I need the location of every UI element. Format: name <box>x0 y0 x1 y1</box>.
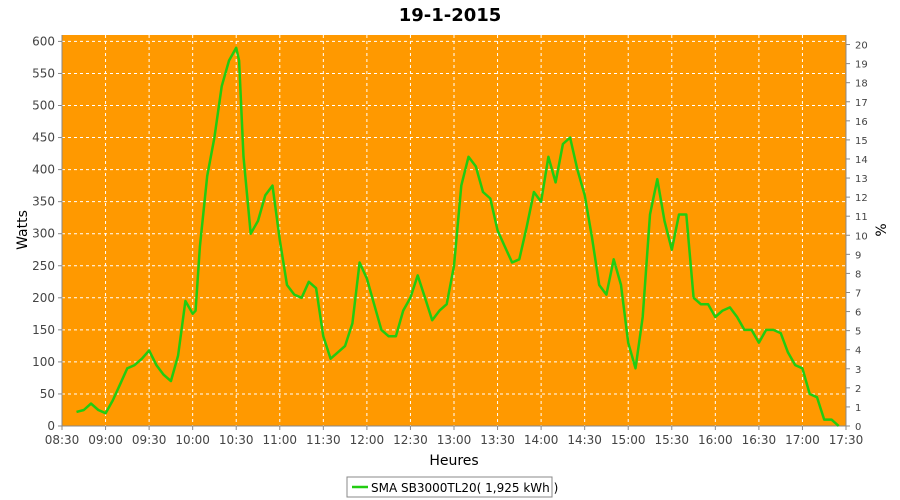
y2-tick-label: 17 <box>855 98 868 109</box>
y2-tick-label: 20 <box>855 41 868 52</box>
x-tick-label: 10:30 <box>219 433 254 447</box>
x-tick-label: 13:30 <box>480 433 515 447</box>
x-tick-label: 09:30 <box>132 433 167 447</box>
y2-tick-label: 11 <box>855 212 868 223</box>
y2-tick-label: 14 <box>855 155 868 166</box>
y2-axis-label: % <box>874 223 890 236</box>
y2-tick-label: 3 <box>855 365 861 376</box>
x-axis-label: Heures <box>429 453 478 469</box>
y-tick-label: 300 <box>32 227 55 241</box>
y-tick-label: 150 <box>32 323 55 337</box>
x-tick-label: 08:30 <box>45 433 80 447</box>
y2-tick-label: 13 <box>855 174 868 185</box>
y2-tick-label: 18 <box>855 79 868 90</box>
y2-tick-label: 8 <box>855 269 861 280</box>
y-tick-label: 250 <box>32 259 55 273</box>
y-tick-label: 550 <box>32 66 55 80</box>
x-tick-label: 11:30 <box>306 433 341 447</box>
y-axis: 0 50 100 150 200 250 300 350 400 450 500 550 600 <box>32 34 62 433</box>
y-tick-label: 0 <box>47 419 55 433</box>
y2-tick-label: 2 <box>855 384 861 395</box>
x-tick-label: 12:30 <box>393 433 428 447</box>
x-tick-label: 13:00 <box>437 433 472 447</box>
y-axis-label: Watts <box>15 210 31 250</box>
y2-tick-label: 1 <box>855 403 861 414</box>
y-tick-label: 200 <box>32 291 55 305</box>
y2-tick-label: 5 <box>855 327 861 338</box>
y2-tick-label: 0 <box>855 422 861 433</box>
x-tick-label: 14:00 <box>524 433 559 447</box>
y2-tick-label: 7 <box>855 288 861 299</box>
y2-tick-label: 15 <box>855 136 868 147</box>
y-tick-label: 50 <box>40 387 55 401</box>
series-group <box>76 46 840 427</box>
y-tick-label: 350 <box>32 195 55 209</box>
y2-tick-label: 19 <box>855 60 868 71</box>
x-tick-label: 10:00 <box>175 433 210 447</box>
x-tick-label: 16:30 <box>742 433 777 447</box>
x-tick-label: 15:30 <box>654 433 689 447</box>
x-tick-label: 16:00 <box>698 433 733 447</box>
x-axis: 08:30 09:00 09:30 10:00 10:30 11:00 11:30 12:00… <box>45 426 864 447</box>
y2-tick-label: 6 <box>855 308 861 319</box>
y-tick-label: 600 <box>32 34 55 48</box>
chart-title: 19-1-2015 <box>399 5 502 26</box>
y2-tick-label: 10 <box>855 231 868 242</box>
y2-tick-label: 9 <box>855 250 861 261</box>
y-tick-label: 450 <box>32 131 55 145</box>
y-tick-label: 100 <box>32 355 55 369</box>
legend-box <box>346 476 553 498</box>
x-tick-label: 15:00 <box>611 433 646 447</box>
x-tick-label: 11:00 <box>262 433 297 447</box>
y2-tick-label: 4 <box>855 346 861 357</box>
legend-label: SMA SB3000TL20( 1,925 kWh ) <box>371 481 558 495</box>
x-tick-label: 17:30 <box>829 433 864 447</box>
x-tick-label: 14:30 <box>567 433 602 447</box>
y2-tick-label: 12 <box>855 193 868 204</box>
y-tick-label: 500 <box>32 99 55 113</box>
y2-tick-label: 16 <box>855 117 868 128</box>
x-tick-label: 12:00 <box>350 433 385 447</box>
series-line <box>76 46 840 427</box>
x-tick-label: 09:00 <box>88 433 123 447</box>
y-tick-label: 400 <box>32 163 55 177</box>
x-tick-label: 17:00 <box>785 433 820 447</box>
legend: SMA SB3000TL20( 1,925 kWh ) <box>346 476 558 498</box>
